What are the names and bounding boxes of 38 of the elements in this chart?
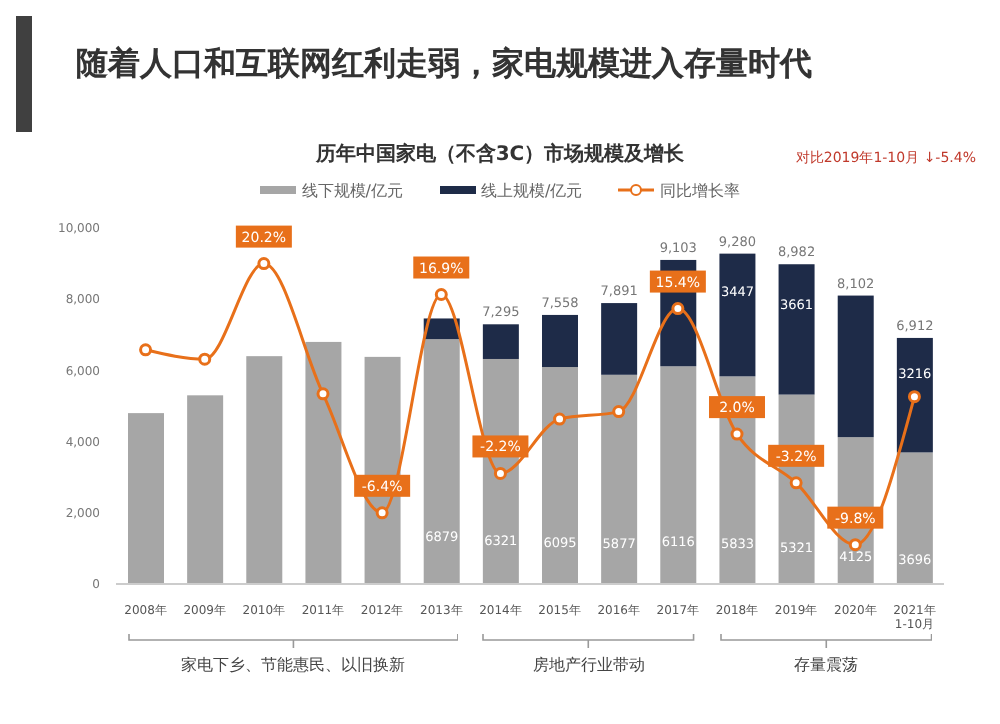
bar [128, 413, 164, 584]
bar [896, 452, 933, 584]
legend-label: 线下规模/亿元 [299, 179, 403, 201]
point [139, 343, 153, 357]
bar [542, 314, 578, 368]
point [848, 538, 862, 552]
bar [246, 356, 283, 584]
bar [660, 366, 697, 584]
bar [837, 295, 874, 438]
point [316, 387, 330, 401]
point [493, 466, 507, 480]
chart-subtitle: 历年中国家电（不含3C）市场规模及增长 [315, 144, 685, 166]
legend-label: 同比增长率 [658, 179, 741, 201]
bar [601, 374, 638, 584]
point [907, 390, 921, 404]
point [198, 352, 212, 366]
bar [896, 337, 933, 453]
point [553, 412, 567, 426]
point [789, 476, 803, 490]
bar [778, 264, 815, 395]
point [612, 405, 626, 419]
text: 房地产行业带动 [531, 654, 648, 676]
point [257, 257, 271, 271]
bar [305, 341, 342, 584]
bar [719, 253, 756, 377]
text: 家电下乡、节能惠民、以旧换新 [179, 654, 408, 676]
point [730, 427, 744, 441]
point [434, 288, 448, 302]
bar [542, 367, 578, 584]
bar [187, 395, 224, 584]
text: 存量震荡 [791, 654, 860, 676]
point [671, 302, 685, 316]
bar [601, 303, 638, 375]
bar [482, 324, 519, 359]
bar [423, 339, 460, 584]
legend-label: 线上规模/亿元 [479, 179, 583, 201]
point [375, 506, 389, 520]
chart-title: 随着人口和互联网红利走弱，家电规模进入存量时代 [76, 44, 812, 86]
